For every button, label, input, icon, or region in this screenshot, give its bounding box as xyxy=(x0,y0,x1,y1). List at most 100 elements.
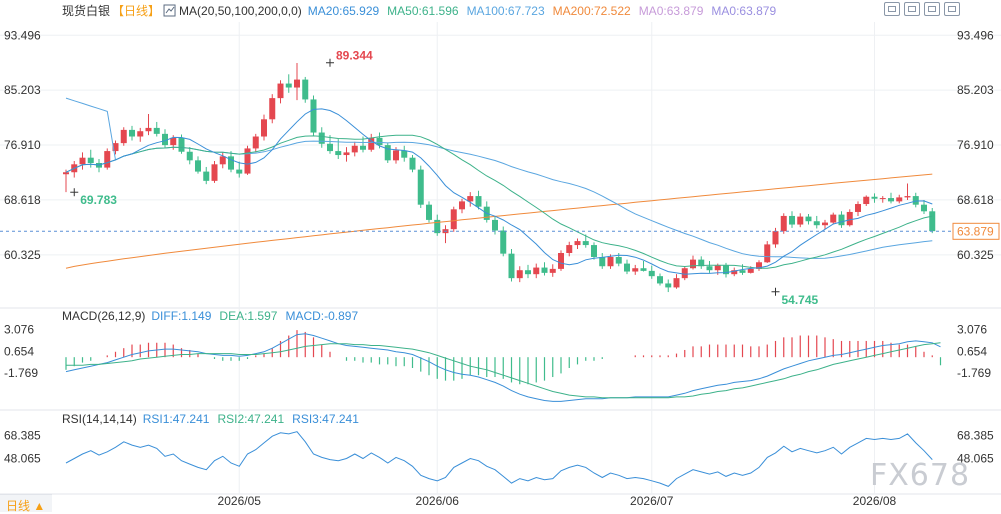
candle-body xyxy=(772,231,779,245)
indicator-chart-icon-stroke xyxy=(165,6,175,14)
candle-body xyxy=(706,266,713,271)
moving-average-lines xyxy=(65,97,933,275)
macd-tick-label-right: 0.654 xyxy=(957,344,987,358)
candle-body xyxy=(79,157,86,165)
legend-title: RSI(14,14,14) xyxy=(62,412,137,426)
candle-body xyxy=(739,270,746,273)
period-label: 【日线】 xyxy=(112,4,160,18)
candle-body xyxy=(104,151,111,168)
candle-body xyxy=(310,99,317,133)
candle-body xyxy=(244,148,251,174)
legend-item: DIFF:1.149 xyxy=(151,309,211,323)
candle-body xyxy=(145,127,152,132)
period-selector-label: 日线 ▲ xyxy=(6,499,46,513)
candle-body xyxy=(855,204,861,212)
candle-body xyxy=(450,209,457,230)
candle-body xyxy=(698,259,705,267)
candle-body xyxy=(566,245,573,254)
rsi-panel xyxy=(65,431,933,487)
candle-body xyxy=(533,267,540,275)
macd-tick-label-right: -1.769 xyxy=(957,366,991,380)
candle-body xyxy=(137,131,144,137)
y-tick-label-right: 60.325 xyxy=(957,248,994,262)
panel-toggle-icon[interactable] xyxy=(884,2,900,16)
grid-layout-icon[interactable] xyxy=(904,2,920,16)
candle-body xyxy=(929,211,936,232)
ma100-line xyxy=(65,97,933,259)
candle-body xyxy=(87,157,94,163)
macd-tick-label-left: 3.076 xyxy=(4,322,34,336)
candle-body xyxy=(302,79,309,100)
y-tick-label-left: 60.325 xyxy=(4,248,41,262)
candle-body xyxy=(426,204,432,220)
candle-body xyxy=(261,119,267,137)
settings-icon[interactable] xyxy=(944,2,960,16)
y-tick-label-left: 93.496 xyxy=(4,28,41,42)
legend-item: MA20:65.929 xyxy=(308,4,380,18)
candle-body xyxy=(879,198,886,200)
candle-body xyxy=(822,222,828,226)
candle-body xyxy=(723,265,729,275)
y-tick-label-right: 68.618 xyxy=(957,193,994,207)
fullscreen-icon[interactable] xyxy=(924,2,940,16)
legend-item: MA50:61.596 xyxy=(387,4,459,18)
annotation-low-label: 54.745 xyxy=(782,293,819,307)
candle-body xyxy=(417,169,424,205)
candle-body xyxy=(871,196,878,199)
candle-body xyxy=(376,137,383,146)
legend-title: MA(20,50,100,200,0,0) xyxy=(179,4,302,18)
y-tick-label-left: 76.910 xyxy=(4,138,41,152)
candle-body xyxy=(681,268,688,279)
indicator-chart-icon xyxy=(163,4,176,17)
candle-body xyxy=(789,215,795,225)
period-selector[interactable]: 日线 ▲ xyxy=(0,494,52,513)
candle-body xyxy=(236,169,243,174)
x-tick-label: 2026/06 xyxy=(416,494,460,508)
candle-body xyxy=(335,151,342,156)
candle-body xyxy=(846,211,853,226)
candle-body xyxy=(558,253,564,269)
ma50-line xyxy=(65,134,933,269)
candle-body xyxy=(327,143,333,152)
candle-body xyxy=(186,151,193,161)
y-tick-label-right: 93.496 xyxy=(957,28,994,42)
candle-body xyxy=(178,137,185,152)
annotation-low-label: 69.783 xyxy=(80,193,117,207)
x-tick-label: 2026/05 xyxy=(218,494,262,508)
x-tick-label: 2026/08 xyxy=(853,494,897,508)
candle-body xyxy=(360,145,366,150)
candle-body xyxy=(318,132,325,144)
candle-body xyxy=(409,157,416,170)
candle-body xyxy=(624,263,630,272)
ma20-line xyxy=(65,108,933,275)
rsi-tick-label-left: 68.385 xyxy=(4,429,41,443)
legend-item: MA200:72.522 xyxy=(553,4,631,18)
legend-item: MACD:-0.897 xyxy=(285,309,358,323)
candle-body xyxy=(63,172,69,175)
candle-body xyxy=(120,129,127,144)
candle-body xyxy=(830,214,837,223)
ma200-line xyxy=(65,173,933,269)
candle-body xyxy=(912,196,919,205)
candle-body xyxy=(747,268,754,273)
candle-body xyxy=(368,137,375,150)
candle-body xyxy=(863,196,870,205)
candle-body xyxy=(541,267,548,273)
axis-labels: 93.496 93.496 85.203 85.203 76.910 76.910 68.6… xyxy=(4,28,994,508)
candle-body xyxy=(170,137,177,146)
macd-panel xyxy=(65,330,942,402)
candle-body xyxy=(195,160,201,172)
candle-body xyxy=(112,143,119,152)
candle-body xyxy=(508,253,515,279)
candle-body xyxy=(219,156,226,165)
candle-body xyxy=(343,152,350,156)
candle-body xyxy=(640,268,647,271)
rsi-line xyxy=(65,431,933,487)
candle-body xyxy=(657,276,663,284)
candle-body xyxy=(393,150,399,161)
rsi-tick-label-right: 48.065 xyxy=(957,451,994,465)
x-tick-label: 2026/07 xyxy=(630,494,674,508)
candle-body xyxy=(648,270,655,277)
last-price-tag xyxy=(952,222,1000,240)
